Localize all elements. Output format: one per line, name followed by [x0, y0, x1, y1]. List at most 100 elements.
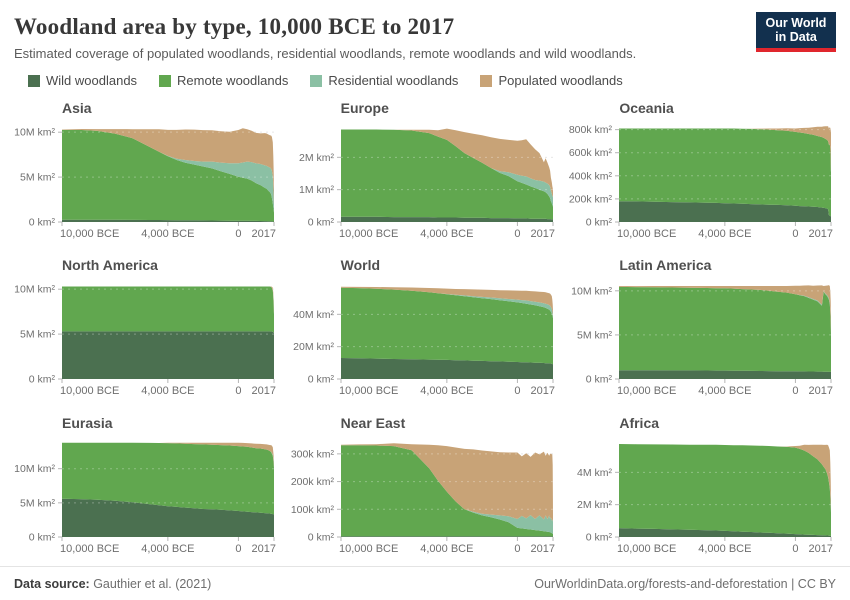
area-near-east-remote	[340, 444, 553, 537]
svg-text:0 km²: 0 km²	[307, 374, 334, 386]
svg-text:10M km²: 10M km²	[14, 463, 55, 475]
svg-text:10,000 BCE: 10,000 BCE	[617, 543, 676, 555]
area-near-east-residential	[340, 444, 553, 534]
area-asia-remote	[62, 129, 274, 222]
chart-canvas-europe[interactable]: 0 km² 1M km² 2M km² 10,000 BCE 4,000 BCE 0 201…	[285, 120, 563, 244]
svg-text:2017: 2017	[809, 543, 833, 555]
chart-cell-world: World 0 km² 20M km² 40M km² 10,000 BCE 4,000 …	[285, 251, 563, 408]
chart-cell-oceania: Oceania 0 km² 200k km² 400k km² 600k km² 800k…	[563, 94, 841, 251]
area-latin-america-remote	[619, 287, 832, 373]
footer-link[interactable]: OurWorldinData.org/forests-and-deforesta…	[534, 577, 836, 591]
area-eurasia-populated	[62, 442, 274, 467]
chart-title-latin-america: Latin America	[619, 257, 712, 274]
legend-item-residential[interactable]: Residential woodlands	[310, 73, 458, 88]
svg-text:20M km²: 20M km²	[293, 341, 334, 353]
legend-item-remote[interactable]: Remote woodlands	[159, 73, 288, 88]
svg-text:0 km²: 0 km²	[586, 374, 613, 386]
chart-canvas-eurasia[interactable]: 0 km² 5M km² 10M km² 10,000 BCE 4,000 BCE 0 20…	[6, 435, 284, 559]
chart-canvas-world[interactable]: 0 km² 20M km² 40M km² 10,000 BCE 4,000 BCE 0 2…	[285, 277, 563, 401]
legend-swatch-wild	[28, 74, 40, 87]
legend-swatch-populated	[480, 74, 493, 87]
area-world-remote	[340, 288, 553, 365]
svg-text:0 km²: 0 km²	[586, 217, 613, 229]
svg-text:100k km²: 100k km²	[290, 503, 334, 515]
chart-title-eurasia: Eurasia	[62, 414, 113, 431]
svg-text:2017: 2017	[809, 228, 833, 240]
svg-text:0: 0	[235, 543, 241, 555]
svg-text:2M km²: 2M km²	[577, 499, 613, 511]
chart-canvas-asia[interactable]: 0 km² 5M km² 10M km² 10,000 BCE 4,000 BCE 0 20…	[6, 120, 284, 244]
chart-cell-europe: Europe 0 km² 1M km² 2M km² 10,000 BCE 4,000 B…	[285, 94, 563, 251]
owid-logo[interactable]: Our World in Data	[756, 12, 836, 52]
svg-text:0: 0	[235, 385, 241, 397]
legend-label-residential: Residential woodlands	[328, 73, 459, 88]
area-africa-populated	[619, 443, 832, 511]
legend-swatch-residential	[310, 74, 323, 87]
svg-text:600k km²: 600k km²	[569, 147, 613, 159]
page-subtitle: Estimated coverage of populated woodland…	[14, 46, 637, 61]
svg-text:0 km²: 0 km²	[29, 531, 56, 543]
svg-text:10,000 BCE: 10,000 BCE	[617, 385, 676, 397]
svg-text:10,000 BCE: 10,000 BCE	[339, 543, 398, 555]
svg-text:10,000 BCE: 10,000 BCE	[60, 385, 119, 397]
svg-text:0: 0	[235, 228, 241, 240]
area-europe-wild	[340, 216, 553, 222]
svg-text:0: 0	[793, 385, 799, 397]
svg-text:400k km²: 400k km²	[569, 170, 613, 182]
legend-swatch-remote	[159, 74, 172, 87]
chart-canvas-oceania[interactable]: 0 km² 200k km² 400k km² 600k km² 800k km² 10,…	[563, 120, 841, 244]
chart-canvas-latin-america[interactable]: 0 km² 5M km² 10M km² 10,000 BCE 4,000 BCE 0 20…	[563, 277, 841, 401]
svg-text:10,000 BCE: 10,000 BCE	[339, 228, 398, 240]
area-asia-populated	[62, 128, 274, 206]
area-europe-remote	[340, 129, 553, 220]
svg-text:10,000 BCE: 10,000 BCE	[60, 228, 119, 240]
data-source-label: Data source:	[14, 577, 90, 591]
svg-text:0: 0	[793, 543, 799, 555]
area-eurasia-remote	[62, 442, 274, 515]
svg-text:5M km²: 5M km²	[20, 172, 56, 184]
chart-canvas-north-america[interactable]: 0 km² 5M km² 10M km² 10,000 BCE 4,000 BCE 0 20…	[6, 277, 284, 401]
area-eurasia-wild	[62, 498, 274, 537]
owid-logo-line1: Our World	[765, 16, 827, 30]
area-oceania-remote	[619, 128, 832, 217]
legend-label-wild: Wild woodlands	[46, 73, 138, 88]
chart-cell-latin-america: Latin America 0 km² 5M km² 10M km² 10,000 BC…	[563, 251, 841, 408]
svg-text:300k km²: 300k km²	[290, 448, 334, 460]
svg-text:0 km²: 0 km²	[586, 531, 613, 543]
chart-title-world: World	[340, 257, 381, 274]
data-source: Data source: Gauthier et al. (2021)	[14, 577, 211, 600]
header: Woodland area by type, 10,000 BCE to 201…	[0, 0, 850, 92]
svg-text:1M km²: 1M km²	[299, 184, 335, 196]
chart-canvas-africa[interactable]: 0 km² 2M km² 4M km² 10,000 BCE 4,000 BCE 0 201…	[563, 435, 841, 559]
svg-text:0 km²: 0 km²	[307, 217, 334, 229]
area-north-america-wild	[62, 331, 274, 380]
area-asia-residential	[62, 129, 274, 213]
svg-text:2M km²: 2M km²	[299, 152, 335, 164]
area-europe-populated	[340, 128, 553, 198]
svg-text:0: 0	[514, 543, 520, 555]
chart-title-asia: Asia	[62, 100, 92, 116]
area-latin-america-wild	[619, 370, 832, 380]
svg-text:40M km²: 40M km²	[293, 309, 334, 321]
svg-text:10M km²: 10M km²	[14, 127, 55, 139]
svg-text:0 km²: 0 km²	[29, 374, 56, 386]
legend-item-populated[interactable]: Populated woodlands	[480, 73, 623, 88]
page-title: Woodland area by type, 10,000 BCE to 201…	[14, 14, 455, 39]
area-oceania-populated	[619, 126, 832, 171]
chart-title-north-america: North America	[62, 257, 158, 274]
svg-text:10,000 BCE: 10,000 BCE	[617, 228, 676, 240]
legend-label-remote: Remote woodlands	[177, 73, 289, 88]
svg-text:2017: 2017	[252, 543, 276, 555]
svg-text:10M km²: 10M km²	[571, 286, 612, 298]
chart-cell-eurasia: Eurasia 0 km² 5M km² 10M km² 10,000 BCE 4,000…	[6, 409, 284, 566]
footer: Data source: Gauthier et al. (2021) OurW…	[0, 566, 850, 600]
svg-text:200k km²: 200k km²	[290, 476, 334, 488]
area-africa-remote	[619, 443, 832, 536]
chart-title-near-east: Near East	[340, 414, 406, 431]
svg-text:10,000 BCE: 10,000 BCE	[339, 385, 398, 397]
area-world-wild	[340, 358, 553, 380]
svg-text:0 km²: 0 km²	[29, 217, 56, 229]
legend-item-wild[interactable]: Wild woodlands	[28, 73, 137, 88]
chart-canvas-near-east[interactable]: 0 km² 100k km² 200k km² 300k km² 10,000 BCE 4…	[285, 435, 563, 559]
svg-text:4,000 BCE: 4,000 BCE	[141, 228, 194, 240]
